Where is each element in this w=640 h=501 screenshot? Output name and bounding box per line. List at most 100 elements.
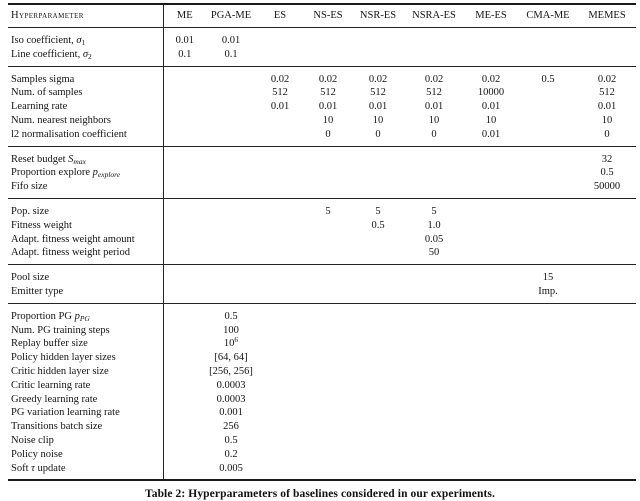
row-label: Adapt. fitness weight period — [8, 246, 164, 265]
value-cell — [518, 48, 578, 66]
value-cell: 0.5 — [224, 310, 238, 322]
row-label: Greedy learning rate — [8, 392, 164, 407]
value-cell: 0.01 — [424, 101, 444, 113]
table-row: Proportion explore pexplore 0.5 — [8, 166, 636, 181]
table-row: Noise clip 0.5 — [8, 433, 636, 448]
value-cell — [404, 285, 464, 303]
value-cell — [206, 198, 256, 218]
value-cell — [518, 86, 578, 100]
row-label: l2 normalisation coefficient — [8, 127, 164, 147]
row-label: Num. of samples — [8, 86, 164, 101]
value-cell — [578, 379, 636, 393]
value-cell — [163, 448, 206, 462]
section-novelty-search: Pop. size 5 5 5 Fitness weight 0.5 1.0 Adapt. f… — [8, 198, 636, 265]
value-cell — [518, 114, 578, 128]
table-row: Adapt. fitness weight amount 0.05 — [8, 232, 636, 247]
value-cell — [163, 146, 206, 166]
value-cell: 0.02 — [368, 73, 388, 85]
value-cell: 512 — [370, 87, 386, 99]
row-label: PG variation learning rate — [8, 406, 164, 421]
value-cell — [352, 406, 404, 420]
value-cell — [163, 66, 206, 86]
value-cell — [518, 351, 578, 365]
value-cell — [352, 233, 404, 247]
value-cell — [256, 146, 304, 166]
value-cell — [256, 303, 304, 323]
value-cell — [518, 434, 578, 448]
value-cell: 0.01 — [221, 35, 241, 46]
value-cell — [304, 285, 352, 303]
value-cell — [256, 166, 304, 180]
value-cell — [464, 166, 518, 180]
value-cell — [464, 351, 518, 365]
value-cell: 512 — [426, 87, 442, 99]
value-cell — [304, 246, 352, 264]
value-cell — [518, 303, 578, 323]
column-header-memes: MEMES — [588, 10, 626, 21]
value-cell — [163, 86, 206, 100]
value-cell: 0.01 — [481, 128, 501, 140]
value-cell: 5 — [325, 205, 331, 217]
value-cell — [352, 48, 404, 66]
column-header-hyperparameter: Hyperparameter — [8, 4, 164, 28]
value-cell — [464, 379, 518, 393]
table-row: Num. nearest neighbors 10 10 10 10 10 — [8, 113, 636, 128]
value-cell: 0.02 — [597, 73, 617, 85]
value-cell: 50 — [428, 247, 440, 259]
value-cell: 0.5 — [224, 434, 238, 446]
value-cell — [256, 28, 304, 48]
value-cell — [206, 219, 256, 233]
value-cell — [163, 462, 206, 481]
value-cell — [518, 28, 578, 48]
value-cell: 0.1 — [178, 48, 192, 60]
value-cell — [464, 265, 518, 285]
value-cell — [518, 420, 578, 434]
row-label: Num. nearest neighbors — [8, 113, 164, 128]
table-row: Critic learning rate 0.0003 — [8, 378, 636, 393]
value-cell — [163, 285, 206, 303]
table-row: Critic hidden layer size [256, 256] — [8, 364, 636, 379]
value-cell: 0 — [431, 128, 437, 140]
value-cell — [163, 337, 206, 351]
value-cell — [464, 146, 518, 166]
table-row: Soft τ update 0.005 — [8, 461, 636, 481]
value-cell — [256, 233, 304, 247]
value-cell — [206, 233, 256, 247]
value-cell: [64, 64] — [214, 352, 248, 364]
value-cell — [163, 324, 206, 338]
row-label: Proportion PG pPG — [8, 303, 164, 324]
value-cell — [304, 462, 352, 481]
section-es-sampling: Samples sigma 0.02 0.02 0.02 0.02 0.02 0.5 0.02… — [8, 66, 636, 147]
value-cell — [256, 285, 304, 303]
row-label: Critic learning rate — [8, 378, 164, 393]
value-cell: 512 — [599, 87, 615, 99]
value-cell — [464, 365, 518, 379]
value-cell — [163, 351, 206, 365]
value-cell: 0.01 — [270, 101, 290, 113]
value-cell — [518, 233, 578, 247]
value-cell — [304, 337, 352, 351]
value-cell — [304, 28, 352, 48]
table-row: Emitter type Imp. — [8, 284, 636, 304]
table-row: Pop. size 5 5 5 — [8, 198, 636, 219]
value-cell — [163, 180, 206, 198]
value-cell — [578, 48, 636, 66]
value-cell — [352, 337, 404, 351]
value-cell — [256, 246, 304, 264]
value-cell — [256, 180, 304, 198]
row-label: Noise clip — [8, 433, 164, 448]
value-cell: 0 — [325, 128, 331, 140]
value-cell: 256 — [223, 421, 239, 433]
value-cell — [578, 324, 636, 338]
value-cell: 0.01 — [368, 101, 388, 113]
value-cell: 0.01 — [481, 101, 501, 113]
value-cell: 0.02 — [270, 73, 290, 85]
value-cell — [352, 303, 404, 323]
table-row: PG variation learning rate 0.001 — [8, 406, 636, 421]
value-cell — [163, 303, 206, 323]
value-cell — [304, 406, 352, 420]
value-cell — [518, 180, 578, 198]
value-cell — [518, 393, 578, 407]
table-row: Fifo size 50000 — [8, 180, 636, 199]
value-cell: 0.01 — [318, 101, 338, 113]
